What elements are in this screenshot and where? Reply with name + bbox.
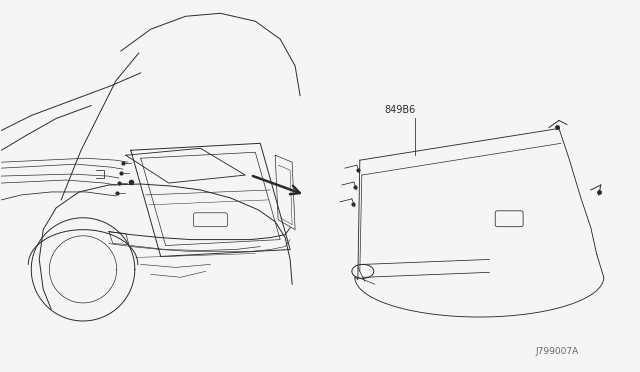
Text: 849B6: 849B6 <box>385 105 416 115</box>
Text: J799007A: J799007A <box>536 347 579 356</box>
